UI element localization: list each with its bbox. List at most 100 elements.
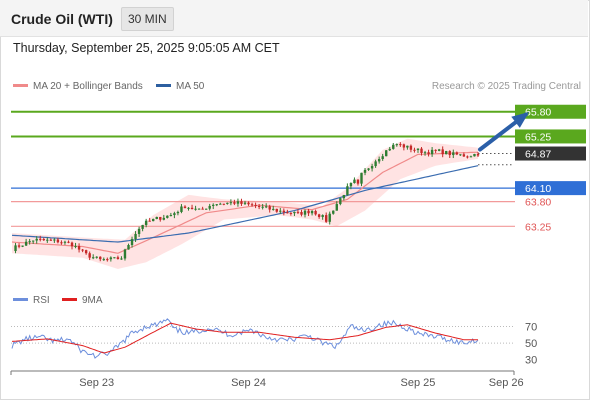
candle-body — [374, 161, 377, 167]
chart-header: Crude Oil (WTI) 30 MIN — [0, 0, 588, 37]
candle-body — [473, 153, 476, 157]
candle-body — [261, 206, 264, 208]
ma50-line — [11, 165, 479, 243]
candle-body — [215, 204, 218, 206]
ma9-swatch — [62, 297, 77, 301]
timeframe-button[interactable]: 30 MIN — [121, 7, 174, 31]
candle-body — [342, 194, 346, 199]
candle-body — [39, 238, 42, 240]
x-axis-label: Sep 23 — [79, 377, 114, 389]
candle-body — [434, 149, 437, 151]
candle-body — [437, 149, 441, 151]
candle-body — [166, 215, 169, 218]
candle-body — [395, 144, 399, 146]
candle-body — [31, 240, 35, 242]
candle-body — [399, 144, 402, 146]
rsi-swatch — [13, 297, 28, 301]
candle-body — [360, 172, 363, 184]
candle-body — [339, 198, 342, 205]
candle-body — [363, 169, 367, 173]
legend-ma20-label: MA 20 + Bollinger Bands — [33, 81, 143, 92]
candle-body — [332, 210, 335, 214]
candle-body — [134, 233, 137, 240]
candle-body — [413, 149, 416, 151]
candle-body — [24, 241, 28, 246]
candle-body — [106, 259, 109, 261]
ma50-swatch — [156, 83, 171, 87]
level-tag-64.87 — [515, 146, 586, 161]
candle-body — [233, 202, 236, 204]
candle-body — [321, 215, 324, 217]
projection-arrow-head — [511, 112, 530, 128]
candle-body — [42, 239, 45, 241]
rsi-tick-50: 50 — [525, 338, 537, 350]
level-label-64.87: 64.87 — [525, 149, 551, 161]
candle-body — [445, 151, 448, 155]
candle-body — [176, 211, 180, 214]
candle-body — [159, 216, 162, 220]
legend-ma50: MA 50 — [156, 81, 204, 92]
candle-body — [317, 214, 321, 217]
candle-body — [257, 206, 261, 208]
candle-body — [127, 245, 130, 250]
legend-rsi-label: RSI — [33, 295, 50, 306]
candle-body — [455, 152, 459, 155]
candle-body — [272, 208, 275, 210]
candle-body — [392, 144, 395, 149]
candle-body — [328, 213, 331, 222]
candle-body — [162, 217, 166, 220]
rsi-tick-70: 70 — [525, 321, 537, 333]
candle-body — [53, 239, 56, 241]
x-axis-label: Sep 26 — [489, 377, 524, 389]
legend-rsi: RSI — [13, 295, 50, 306]
candle-body — [254, 204, 257, 207]
candle-body — [109, 257, 113, 260]
candle-body — [81, 249, 84, 251]
candle-body — [173, 213, 176, 216]
candle-body — [441, 149, 444, 155]
candle-body — [402, 144, 406, 148]
candle-body — [367, 168, 370, 170]
candle-body — [120, 258, 123, 260]
candle-body — [275, 208, 278, 212]
candle-body — [420, 148, 423, 153]
candle-body — [102, 259, 105, 261]
candle-body — [226, 202, 229, 204]
candle-body — [21, 245, 24, 247]
candle-body — [212, 204, 215, 206]
candle-body — [190, 207, 194, 210]
candle-body — [353, 179, 356, 184]
legend-9ma: 9MA — [62, 295, 103, 306]
candle-body — [346, 186, 349, 195]
candle-body — [324, 215, 328, 222]
candle-body — [264, 206, 268, 208]
candle-body — [423, 152, 427, 154]
candle-body — [183, 206, 187, 209]
candle-body — [49, 239, 53, 241]
candle-body — [236, 201, 240, 204]
candle-body — [88, 253, 91, 258]
candle-body — [67, 241, 70, 243]
candle-body — [113, 257, 116, 259]
level-tag-65.25 — [515, 129, 586, 144]
level-label-65.80: 65.80 — [525, 107, 551, 119]
level-label-64.10: 64.10 — [525, 183, 551, 195]
candle-body — [370, 166, 374, 169]
candle-body — [466, 156, 469, 158]
candle-body — [293, 211, 296, 214]
candle-body — [452, 152, 455, 156]
candle-body — [187, 207, 190, 209]
candle-body — [427, 152, 430, 155]
candle-body — [462, 154, 466, 157]
x-axis-label: Sep 24 — [231, 377, 266, 389]
candle-body — [286, 212, 289, 214]
candle-body — [300, 212, 303, 215]
candle-body — [303, 210, 307, 215]
candle-body — [310, 210, 314, 214]
candle-body — [70, 242, 74, 247]
candle-body — [169, 215, 173, 217]
candle-body — [130, 239, 134, 246]
candle-body — [335, 204, 338, 211]
candle-body — [74, 246, 77, 248]
candle-body — [385, 150, 388, 157]
